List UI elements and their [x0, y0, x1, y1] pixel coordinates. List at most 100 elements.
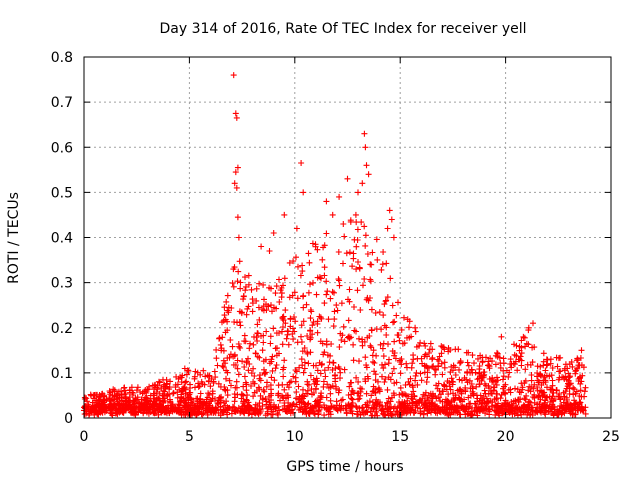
data-point — [437, 397, 444, 404]
data-point — [292, 378, 299, 385]
data-point — [529, 344, 536, 351]
data-point — [435, 357, 442, 364]
data-point — [483, 382, 489, 389]
data-point — [95, 411, 102, 418]
data-point — [514, 386, 521, 393]
data-point — [486, 376, 493, 382]
data-point — [528, 372, 535, 378]
data-point — [222, 316, 229, 323]
data-point — [500, 376, 506, 383]
data-point — [244, 305, 251, 312]
data-point — [446, 383, 453, 390]
data-point — [174, 389, 181, 396]
data-point — [373, 409, 380, 415]
data-point — [537, 408, 544, 415]
data-point — [518, 350, 525, 357]
data-point — [237, 408, 244, 415]
data-point — [514, 396, 521, 403]
data-point — [253, 297, 260, 304]
data-point — [324, 288, 331, 295]
data-point — [356, 358, 362, 365]
data-point — [547, 386, 554, 393]
data-point — [510, 400, 517, 407]
data-point — [518, 362, 525, 369]
data-point — [549, 365, 556, 371]
axis-ticks — [83, 56, 612, 419]
data-point — [134, 384, 141, 391]
data-point — [423, 379, 430, 385]
data-point — [325, 316, 332, 323]
data-point — [241, 332, 248, 339]
data-point — [410, 388, 417, 395]
data-point — [327, 352, 334, 359]
data-point — [380, 249, 387, 255]
data-point — [338, 337, 345, 343]
data-point — [429, 356, 436, 363]
data-point — [477, 392, 484, 399]
data-point — [319, 360, 325, 367]
x-tick-label: 5 — [185, 429, 194, 445]
data-point — [263, 383, 270, 390]
data-point — [348, 379, 355, 386]
data-point — [341, 366, 348, 373]
data-point — [308, 308, 315, 315]
data-point — [340, 221, 347, 227]
data-point — [222, 329, 229, 336]
data-point — [230, 283, 237, 290]
data-point — [298, 333, 304, 340]
data-point — [268, 358, 275, 365]
data-point — [287, 316, 294, 323]
data-point — [455, 346, 462, 353]
data-point — [369, 388, 376, 395]
data-point — [476, 381, 483, 388]
data-point — [221, 399, 227, 406]
data-point — [361, 130, 368, 137]
data-point — [307, 281, 313, 288]
data-point — [537, 363, 544, 370]
data-point — [358, 219, 365, 226]
data-point — [364, 334, 371, 341]
data-point — [379, 261, 386, 268]
data-point — [354, 226, 361, 233]
data-point — [294, 339, 301, 346]
data-point — [254, 338, 261, 344]
data-point — [340, 260, 346, 267]
data-point — [137, 400, 143, 407]
data-point — [260, 307, 267, 314]
data-point — [514, 367, 521, 374]
data-point — [353, 328, 359, 335]
data-point — [127, 398, 134, 405]
data-point — [152, 407, 158, 414]
data-point — [245, 367, 252, 374]
data-point — [266, 284, 273, 291]
data-point — [256, 354, 263, 361]
data-point — [379, 373, 385, 380]
data-point — [424, 364, 431, 371]
data-point — [352, 211, 359, 218]
data-point — [577, 387, 584, 394]
data-point — [278, 290, 285, 297]
data-point — [437, 391, 444, 398]
data-point — [402, 382, 409, 388]
data-point — [197, 371, 204, 378]
data-point — [232, 408, 239, 415]
data-point — [212, 374, 219, 381]
data-point — [260, 332, 267, 339]
data-point — [85, 404, 92, 410]
data-point — [522, 366, 529, 373]
data-point — [508, 361, 515, 367]
data-point — [550, 398, 557, 405]
data-point — [418, 355, 425, 362]
data-point — [187, 381, 194, 388]
data-point — [249, 308, 256, 315]
data-point — [413, 399, 419, 406]
data-point — [137, 389, 144, 395]
data-point — [395, 332, 402, 339]
data-point — [267, 392, 274, 399]
data-point — [241, 364, 248, 370]
data-point — [300, 304, 307, 311]
data-point — [563, 399, 570, 405]
data-point — [158, 384, 165, 391]
data-point — [412, 328, 419, 335]
x-axis-label: GPS time / hours — [286, 459, 403, 475]
